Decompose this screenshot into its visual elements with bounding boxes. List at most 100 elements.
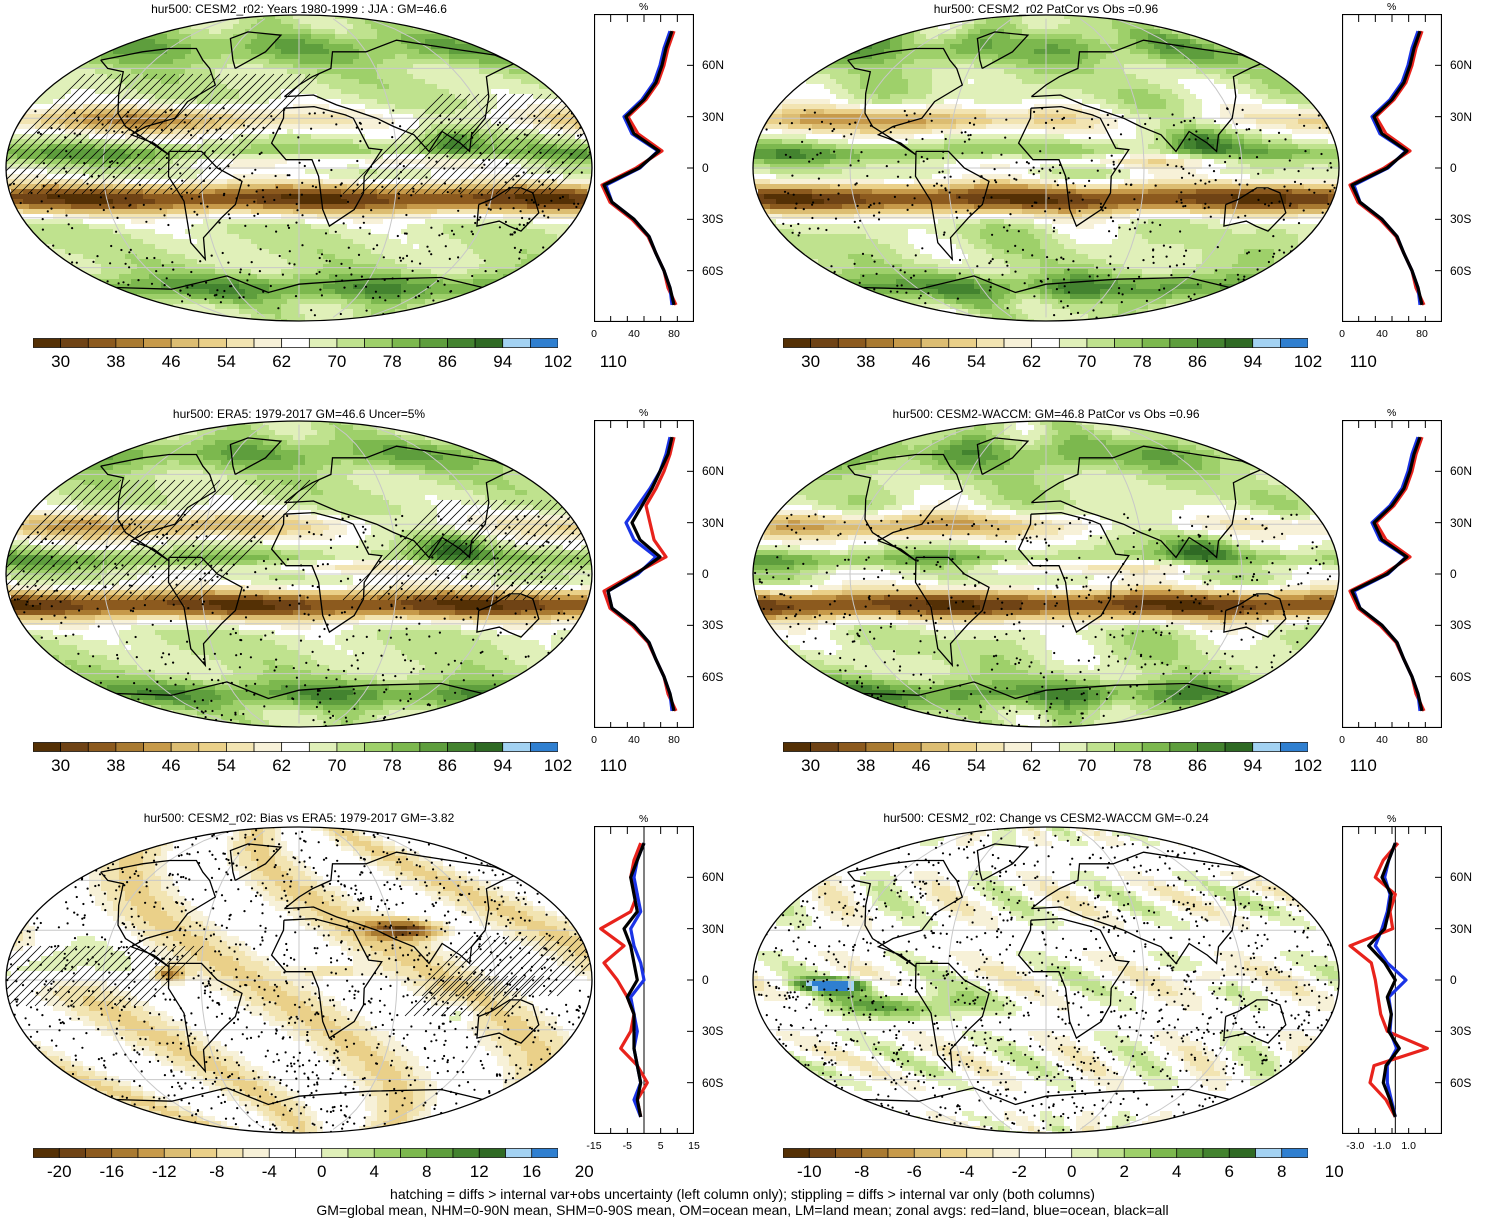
map-cell <box>407 89 414 95</box>
map-cell <box>203 239 210 245</box>
map-cell <box>305 59 312 65</box>
map-cell <box>257 174 264 180</box>
map-cell <box>203 214 210 220</box>
map-cell <box>203 169 210 175</box>
map-cell <box>173 144 180 150</box>
map-cell <box>263 209 270 215</box>
map-cell <box>47 159 54 165</box>
map-cell <box>299 259 306 265</box>
map-cell <box>521 129 528 135</box>
map-cell <box>101 249 108 255</box>
map-cell <box>257 249 264 255</box>
map-cell <box>221 204 228 210</box>
map-cell <box>311 214 318 220</box>
map-cell <box>377 169 384 175</box>
map-cell <box>245 209 252 215</box>
map-cell <box>125 99 132 105</box>
map-cell <box>329 134 336 140</box>
map-cell <box>227 29 234 35</box>
map-cell <box>257 314 264 320</box>
map-cell <box>371 49 378 55</box>
map-cell <box>89 214 96 220</box>
map-cell <box>407 199 414 205</box>
map-cell <box>119 279 126 285</box>
map-cell <box>95 244 102 250</box>
map-cell <box>209 174 216 180</box>
map-cell <box>527 64 534 70</box>
map-cell <box>419 144 426 150</box>
map-cell <box>107 99 114 105</box>
map-cell <box>215 29 222 35</box>
map-cell <box>6 169 12 175</box>
map-cell <box>203 299 210 305</box>
map-cell <box>329 209 336 215</box>
map-cell <box>347 109 354 115</box>
map-cell <box>275 304 282 310</box>
map-cell <box>407 59 414 65</box>
map-cell <box>359 319 366 321</box>
map-cell <box>233 284 240 290</box>
map-cell <box>263 239 270 245</box>
map-cell <box>197 144 204 150</box>
map-cell <box>311 269 318 275</box>
map-cell <box>257 114 264 120</box>
map-cell <box>503 69 510 75</box>
map-cell <box>449 294 456 300</box>
map-cell <box>461 274 468 280</box>
map-cell <box>167 119 174 125</box>
map-cell <box>431 294 438 300</box>
map-cell <box>299 149 306 155</box>
map-cell <box>23 214 30 220</box>
map-cell <box>179 99 186 105</box>
map-cell <box>215 164 222 170</box>
map-cell <box>251 44 258 50</box>
map-cell <box>293 34 300 40</box>
map-cell <box>395 24 402 30</box>
map-cell <box>425 109 432 115</box>
map-cell <box>407 179 414 185</box>
map-cell <box>275 134 282 140</box>
map-cell <box>443 149 450 155</box>
map-cell <box>77 194 84 200</box>
map-cell <box>437 119 444 125</box>
map-cell <box>395 134 402 140</box>
map-cell <box>491 119 498 125</box>
map-cell <box>227 84 234 90</box>
map-cell <box>131 174 138 180</box>
map-cell <box>221 124 228 130</box>
map-cell <box>491 284 498 290</box>
map-cell <box>491 74 498 80</box>
map-cell <box>251 34 258 40</box>
map-cell <box>533 174 540 180</box>
map-cell <box>407 229 414 235</box>
map-cell <box>539 189 546 195</box>
map-cell <box>245 154 252 160</box>
map-cell <box>65 84 72 90</box>
map-cell <box>107 104 114 110</box>
map-cell <box>179 269 186 275</box>
map-cell <box>107 264 114 270</box>
map-cell <box>71 94 78 100</box>
map-cell <box>437 109 444 115</box>
map-cell <box>383 39 390 45</box>
map-cell <box>347 284 354 290</box>
map-cell <box>299 249 306 255</box>
map-cell <box>257 254 264 260</box>
map-cell <box>461 289 468 295</box>
map-cell <box>287 279 294 285</box>
map-cell <box>431 169 438 175</box>
map-cell <box>155 84 162 90</box>
map-cell <box>59 169 66 175</box>
map-cell <box>161 194 168 200</box>
map-cell <box>209 199 216 205</box>
map-cell <box>257 184 264 190</box>
map-cell <box>413 94 420 100</box>
map-cell <box>401 15 408 20</box>
map-cell <box>377 84 384 90</box>
map-cell <box>473 264 480 270</box>
map-cell <box>137 229 144 235</box>
map-cell <box>149 294 156 300</box>
map-cell <box>35 109 42 115</box>
map-cell <box>143 64 150 70</box>
map-cell <box>287 19 294 25</box>
